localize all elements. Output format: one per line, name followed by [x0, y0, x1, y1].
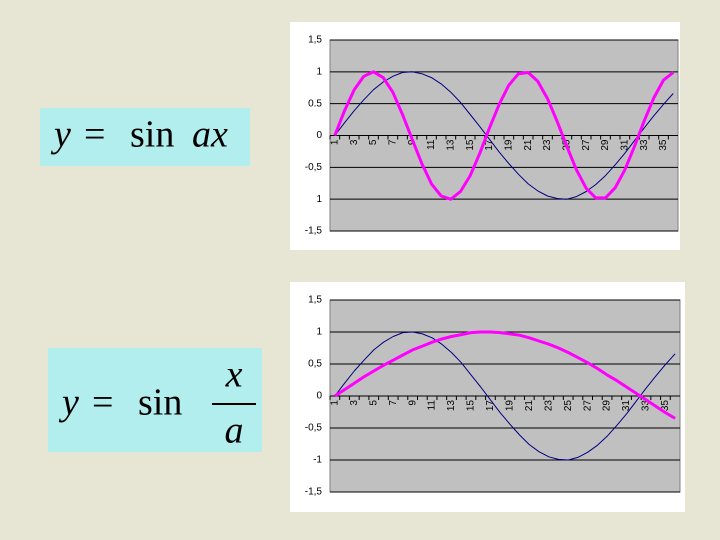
series-line — [333, 70, 675, 201]
y-tick-label: 0,5 — [308, 359, 322, 370]
formula-denominator: a — [225, 410, 244, 452]
y-tick-label: 1,5 — [308, 35, 322, 46]
x-tick-label: 17 — [485, 400, 496, 412]
x-tick-label: 5 — [368, 400, 379, 406]
x-tick-label: 35 — [658, 139, 669, 151]
y-tick-label: 1 — [316, 327, 322, 338]
x-tick-label: 7 — [388, 400, 399, 406]
x-tick-label: 11 — [427, 400, 438, 411]
y-tick-label: -1,5 — [305, 487, 323, 498]
formula-var: y — [58, 382, 79, 424]
series-line — [334, 71, 674, 200]
x-tick-label: 31 — [619, 139, 630, 151]
x-tick-label: 1 — [329, 139, 340, 145]
x-tick-label: 17 — [484, 139, 495, 151]
y-tick-label: -0,5 — [305, 162, 323, 173]
x-tick-label: 23 — [543, 400, 554, 412]
formula-box — [40, 108, 250, 166]
x-tick-label: 15 — [466, 400, 477, 412]
x-tick-label: 27 — [582, 400, 593, 412]
y-tick-label: 0 — [316, 391, 322, 402]
x-tick-label: 11 — [426, 139, 437, 150]
formula-eq: = — [84, 114, 105, 156]
x-tick-label: 21 — [524, 400, 535, 412]
x-tick-label: 33 — [639, 139, 650, 151]
x-tick-label: 15 — [465, 139, 476, 151]
x-tick-label: 31 — [621, 400, 632, 412]
x-tick-label: 27 — [581, 139, 592, 151]
x-tick-label: 19 — [503, 139, 514, 151]
formula-eq: = — [92, 382, 113, 424]
x-tick-label: 35 — [660, 400, 671, 412]
x-tick-label: 21 — [523, 139, 534, 151]
x-tick-label: 7 — [387, 139, 398, 145]
x-tick-label: 3 — [349, 400, 360, 406]
x-tick-label: 33 — [641, 400, 652, 412]
y-tick-label: 0.5 — [308, 98, 322, 109]
formula-arg: ax — [192, 114, 228, 156]
x-tick-label: 13 — [445, 139, 456, 151]
formula-box — [48, 348, 262, 452]
x-tick-label: 1 — [330, 400, 341, 406]
y-tick-label: 0 — [316, 130, 322, 141]
x-tick-label: 25 — [563, 400, 574, 412]
y-tick-label: -1,5 — [305, 226, 323, 237]
x-tick-label: 5 — [368, 139, 379, 145]
x-tick-label: 29 — [600, 139, 611, 151]
x-tick-label: 23 — [542, 139, 553, 151]
x-tick-label: 29 — [602, 400, 613, 412]
formula-var: y — [50, 114, 71, 156]
y-tick-label: -0,5 — [305, 423, 323, 434]
x-tick-label: 19 — [505, 400, 516, 412]
y-tick-label: 1,5 — [308, 295, 322, 306]
series-line — [334, 331, 676, 461]
x-tick-label: 3 — [349, 139, 360, 145]
x-tick-label: 9 — [407, 400, 418, 406]
formula-fn: sin — [130, 114, 174, 156]
series-line — [334, 330, 676, 420]
y-tick-label: 1 — [316, 66, 322, 77]
y-tick-label: 1 — [316, 194, 322, 205]
formula-numerator: x — [225, 354, 243, 396]
formula-fn: sin — [138, 382, 182, 424]
x-tick-label: 13 — [446, 400, 457, 412]
y-tick-label: -1 — [313, 455, 322, 466]
